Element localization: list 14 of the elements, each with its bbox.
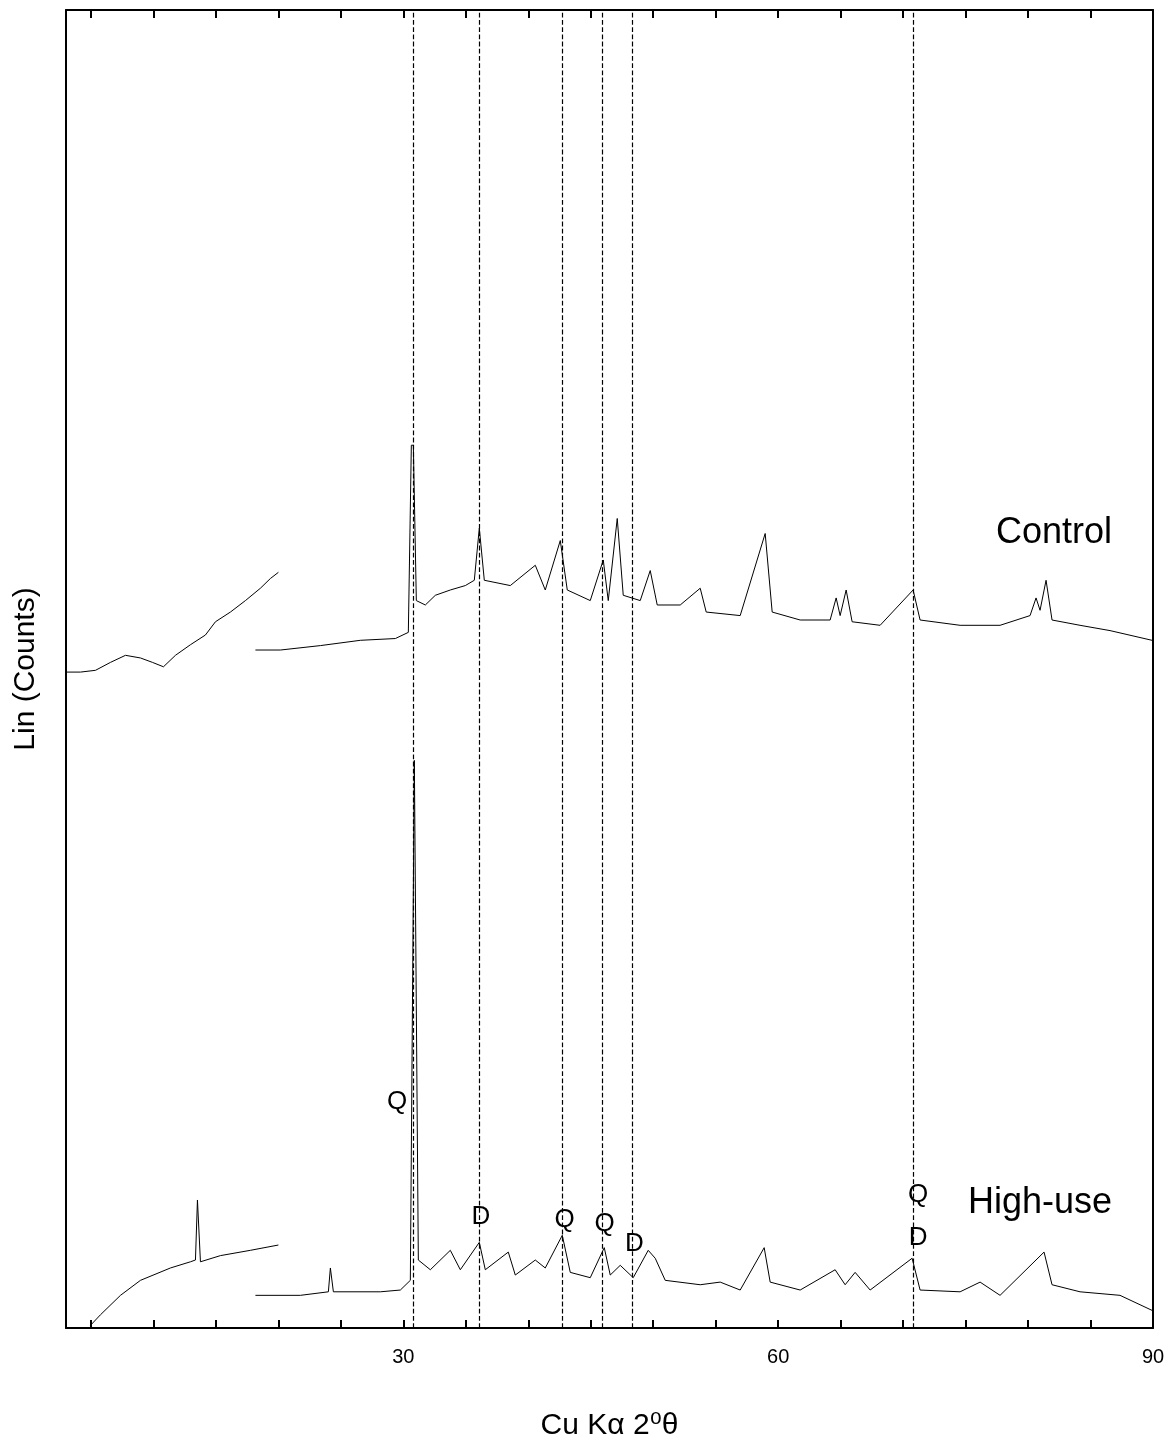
annotation: Q — [907, 1177, 929, 1208]
annotation: Q — [594, 1207, 615, 1238]
series-label: High-use — [967, 1179, 1112, 1221]
annotation: Q — [554, 1202, 575, 1233]
series-label: Control — [995, 509, 1112, 551]
x-tick-label: 90 — [1141, 1345, 1165, 1367]
y-axis-title: Lin (Counts) — [6, 587, 40, 751]
annotation: D — [625, 1227, 644, 1258]
annotation: Q — [387, 1085, 408, 1116]
x-tick-label: 60 — [767, 1345, 790, 1367]
x-axis-title: Cu Kα 2⁰θ — [540, 1406, 679, 1440]
annotation: D — [471, 1200, 491, 1230]
annotation: D — [908, 1221, 928, 1252]
x-tick-label: 30 — [392, 1345, 415, 1367]
